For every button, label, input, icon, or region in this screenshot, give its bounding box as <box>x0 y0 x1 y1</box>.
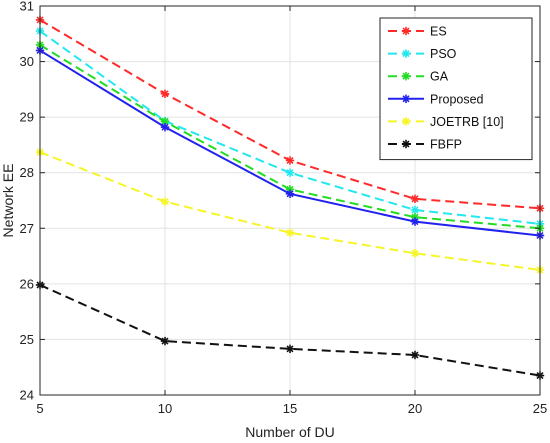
data-point-proposed <box>160 122 170 132</box>
y-tick-label: 25 <box>20 332 34 347</box>
legend-item-pso: PSO <box>388 47 457 61</box>
legend: ES PSO GA Proposed JOETRB [10] FBFP <box>379 17 533 161</box>
data-point-fbfp <box>285 344 295 354</box>
legend-marker <box>401 139 411 149</box>
data-point-pso <box>410 205 420 215</box>
y-axis-label: Network EE <box>0 164 16 238</box>
legend-label: PSO <box>430 47 457 61</box>
data-point-joetrb-10 <box>410 249 420 258</box>
series-line-fbfp <box>39 284 541 377</box>
y-tick-label: 30 <box>20 54 34 69</box>
data-point-joetrb-10 <box>160 197 170 206</box>
data-point-proposed <box>285 189 295 199</box>
series-proposed <box>35 46 545 240</box>
legend-marker <box>401 72 411 81</box>
legend-label: JOETRB [10] <box>430 115 504 129</box>
data-point-proposed <box>410 217 420 226</box>
data-point-joetrb-10 <box>285 228 295 237</box>
series-line-pso <box>39 30 541 225</box>
data-point-fbfp <box>410 350 420 360</box>
y-tick-label: 31 <box>20 0 34 14</box>
x-tick-label: 15 <box>283 401 297 416</box>
legend-item-fbfp: FBFP <box>388 138 462 152</box>
series-layer <box>35 15 545 380</box>
series-line-joetrb-10 <box>39 151 541 271</box>
legend-marker <box>401 94 411 103</box>
legend-label: Proposed <box>430 92 484 106</box>
data-point-pso <box>285 168 295 177</box>
legend-box <box>379 17 533 161</box>
data-point-es <box>410 194 420 204</box>
legend-marker <box>401 117 411 126</box>
legend-item-proposed: Proposed <box>388 92 484 106</box>
x-axis-label: Number of DU <box>245 424 334 440</box>
y-tick-label: 29 <box>20 110 34 125</box>
legend-label: ES <box>430 25 447 39</box>
x-tick-label: 25 <box>533 401 547 416</box>
legend-label: GA <box>430 70 449 84</box>
y-tick-label: 24 <box>20 388 34 403</box>
legend-marker <box>401 49 411 58</box>
x-tick-label: 20 <box>408 401 422 416</box>
y-tick-label: 26 <box>20 276 34 291</box>
y-tick-label: 27 <box>20 221 34 236</box>
legend-item-joetrb-10: JOETRB [10] <box>388 115 504 129</box>
legend-label: FBFP <box>430 138 462 152</box>
series-es <box>35 15 545 213</box>
x-tick-label: 10 <box>158 401 172 416</box>
legend-item-es: ES <box>388 25 447 39</box>
legend-item-ga: GA <box>388 70 449 84</box>
data-point-fbfp <box>160 336 170 346</box>
y-tick-label: 28 <box>20 165 34 180</box>
legend-marker <box>401 26 411 36</box>
x-tick-label: 5 <box>36 401 43 416</box>
data-point-es <box>160 89 170 99</box>
axis-ticks: 5 10 15 20 25 24 25 26 27 28 29 30 31 <box>20 0 548 416</box>
data-point-es <box>285 156 295 165</box>
